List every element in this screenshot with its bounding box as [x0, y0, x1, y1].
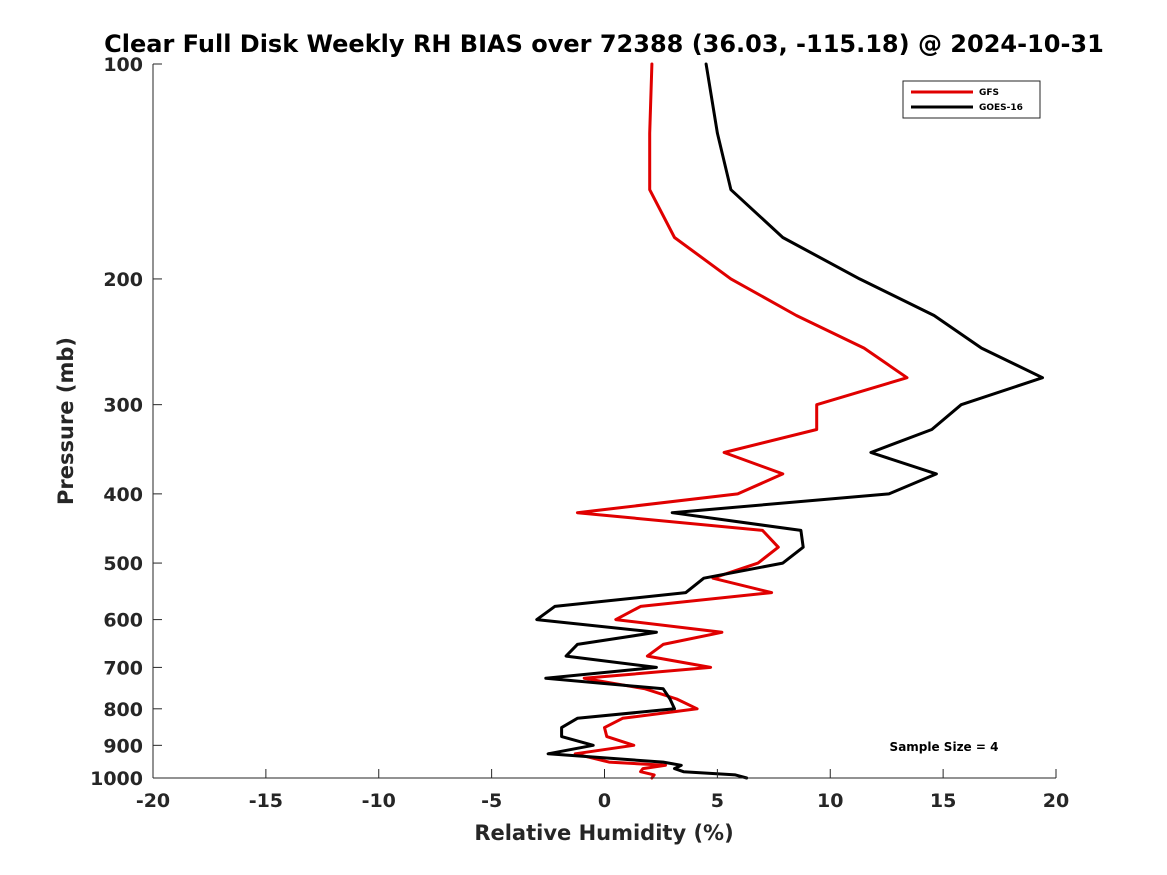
x-axis-title: Relative Humidity (%)	[474, 821, 733, 845]
y-tick-label: 800	[103, 699, 143, 721]
x-tick-label: 15	[930, 790, 956, 812]
y-tick-label: 600	[103, 610, 143, 632]
y-tick-label: 500	[103, 553, 143, 575]
x-tick-label: 0	[598, 790, 611, 812]
x-tick-label: 20	[1043, 790, 1069, 812]
y-tick-label: 300	[103, 395, 143, 417]
legend: GFS GOES-16	[902, 80, 1041, 119]
chart-title: Clear Full Disk Weekly RH BIAS over 7238…	[104, 30, 1104, 58]
sample-size-annotation: Sample Size = 4	[890, 740, 999, 754]
x-tick-label: -5	[481, 790, 502, 812]
x-tick-label: -15	[249, 790, 283, 812]
legend-label: GOES-16	[979, 103, 1023, 113]
axes: -20 -15 -10 -5 0 5 10 15 20 100 200 300 400 500 600 700…	[90, 54, 1069, 812]
series-line-goes-16	[535, 62, 1044, 780]
y-tick-label: 900	[103, 735, 143, 757]
y-tick-label: 700	[103, 657, 143, 679]
x-tick-label: -20	[136, 790, 170, 812]
y-axis-title: Pressure (mb)	[54, 337, 78, 505]
x-tick-label: -10	[362, 790, 396, 812]
plot-area	[535, 62, 1044, 780]
legend-box	[902, 80, 1041, 119]
y-tick-label: 200	[103, 269, 143, 291]
legend-label: GFS	[979, 88, 999, 98]
x-tick-label: 10	[817, 790, 843, 812]
series-line-gfs	[573, 62, 909, 780]
x-tick-label: 5	[711, 790, 724, 812]
y-tick-label: 400	[103, 484, 143, 506]
y-tick-label: 1000	[90, 768, 143, 790]
y-tick-label: 100	[103, 54, 143, 76]
